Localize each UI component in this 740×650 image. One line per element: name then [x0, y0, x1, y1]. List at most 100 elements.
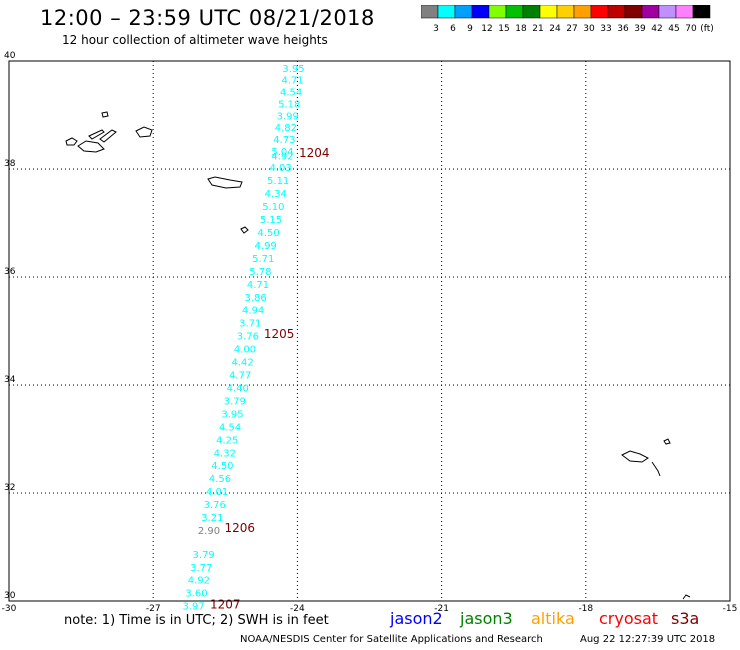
wave-height-label: 4.00	[234, 345, 256, 356]
color-scale-label: 12	[481, 24, 492, 34]
color-scale-label: 3	[433, 24, 439, 34]
chart-subtitle: 12 hour collection of altimeter wave hei…	[62, 33, 328, 47]
wave-height-label: 4.32	[214, 448, 236, 459]
credit-line: NOAA/NESDIS Center for Satellite Applica…	[240, 634, 543, 645]
island-outline	[99, 129, 117, 143]
plot-frame	[8, 60, 731, 602]
wave-height-label: 5.10	[262, 202, 284, 213]
x-tick-label: -30	[2, 604, 17, 614]
wave-height-label: 3.77	[190, 563, 212, 574]
wave-height-label: 4.54	[219, 422, 241, 433]
wave-height-label: 3.95	[221, 409, 243, 420]
color-scale-label: 9	[467, 24, 473, 34]
time-label: 1207	[210, 598, 241, 612]
color-scale-label: 45	[668, 24, 679, 34]
island-outline	[88, 129, 105, 140]
y-tick-label: 36	[4, 267, 16, 277]
wave-height-label: 4.73	[273, 135, 295, 146]
wave-height-label: 3.76	[204, 500, 226, 511]
wave-height-label: 5.78	[249, 267, 271, 278]
wave-height-label: 3.79	[193, 550, 215, 561]
island-outline	[621, 450, 649, 463]
wave-height-label: 3.76	[237, 332, 259, 343]
wave-height-label: 4.92	[188, 576, 210, 587]
time-label: 1204	[299, 146, 330, 160]
satellite-legend-jason3: jason3	[460, 609, 513, 628]
color-scale-label: 6	[450, 24, 456, 34]
color-scale-label: 42	[651, 24, 662, 34]
wave-height-label: 4.01	[206, 487, 228, 498]
wave-height-label: 4.50	[211, 461, 233, 472]
color-scale-label: 36	[617, 24, 629, 34]
satellite-legend-s3a: s3a	[671, 609, 700, 628]
y-tick-label: 30	[4, 591, 16, 601]
wave-height-label: 3.60	[185, 589, 207, 600]
x-tick-label: -24	[290, 604, 305, 614]
color-scale-label: 70	[685, 24, 697, 34]
generation-timestamp: Aug 22 12:27:39 UTC 2018	[580, 634, 716, 645]
island-outline	[240, 226, 249, 234]
wave-height-label: 4.40	[227, 383, 249, 394]
wave-height-label: 4.42	[231, 358, 253, 369]
color-scale-swatch	[692, 5, 711, 19]
wave-height-label: 4.99	[255, 241, 277, 252]
x-tick-label: -27	[146, 604, 161, 614]
island-outline	[77, 140, 105, 153]
satellite-legend-altika: altika	[531, 609, 575, 628]
y-tick-label: 38	[4, 159, 16, 169]
wave-height-label: 5.71	[252, 254, 274, 265]
color-scale-label: 39	[634, 24, 646, 34]
wave-height-label: 3.95	[282, 64, 304, 75]
satellite-legend-cryosat: cryosat	[599, 609, 659, 628]
time-label: 1206	[224, 521, 255, 535]
wave-height-label: 4.56	[209, 474, 231, 485]
wave-height-label: 5.15	[260, 215, 282, 226]
wave-height-label: 3.71	[239, 319, 261, 330]
wave-height-label: 4.71	[281, 76, 303, 87]
wave-height-label: 4.92	[271, 151, 293, 162]
x-tick-label: -21	[434, 604, 449, 614]
wave-height-label: 4.54	[280, 88, 302, 99]
time-label: 1205	[264, 327, 295, 341]
island-outline	[101, 111, 109, 118]
color-scale-unit: (ft)	[700, 24, 714, 34]
y-tick-label: 32	[4, 483, 15, 493]
wave-height-label: 5.11	[267, 176, 289, 187]
island-outline	[135, 126, 153, 138]
color-scale-label: 18	[515, 24, 527, 34]
color-scale-label: 21	[532, 24, 543, 34]
wave-height-label: 4.94	[242, 306, 264, 317]
wave-height-label: 4.50	[257, 228, 279, 239]
x-tick-label: -15	[723, 604, 738, 614]
wave-height-label: 4.71	[247, 280, 269, 291]
island-outline	[207, 176, 243, 189]
wave-height-label: 3.21	[201, 513, 223, 524]
wave-height-label: 4.82	[275, 123, 297, 134]
color-scale-label: 27	[566, 24, 577, 34]
wave-height-label: 3.79	[224, 396, 246, 407]
wave-height-label: 4.34	[265, 189, 287, 200]
y-tick-label: 40	[4, 51, 16, 61]
footer-note: note: 1) Time is in UTC; 2) SWH is in fe…	[64, 613, 329, 628]
wave-height-label: 4.77	[229, 371, 251, 382]
wave-height-label: 3.99	[277, 111, 299, 122]
color-scale-label: 15	[498, 24, 509, 34]
color-scale-legend: 3 6 9 12 15 18 21 24 27 30 33 36 39 42 45 70 (ft)	[421, 5, 714, 34]
color-scale-label: 33	[600, 24, 611, 34]
island-outline	[682, 594, 691, 600]
color-scale-label: 30	[583, 24, 595, 34]
y-tick-label: 34	[4, 375, 16, 385]
wave-height-label: 5.04	[271, 147, 293, 158]
x-tick-label: -18	[578, 604, 593, 614]
island-outline	[663, 438, 671, 445]
wave-height-label: 5.18	[278, 99, 300, 110]
satellite-legend-jason2: jason2	[390, 609, 443, 628]
island-outline	[65, 137, 78, 146]
wave-height-label: 4.25	[216, 435, 238, 446]
coastline	[65, 111, 691, 600]
chart-title: 12:00 – 23:59 UTC 08/21/2018	[40, 6, 375, 30]
island-outline	[651, 461, 661, 477]
wave-height-label: 3.86	[244, 293, 266, 304]
wave-height-label: 4.03	[269, 163, 291, 174]
